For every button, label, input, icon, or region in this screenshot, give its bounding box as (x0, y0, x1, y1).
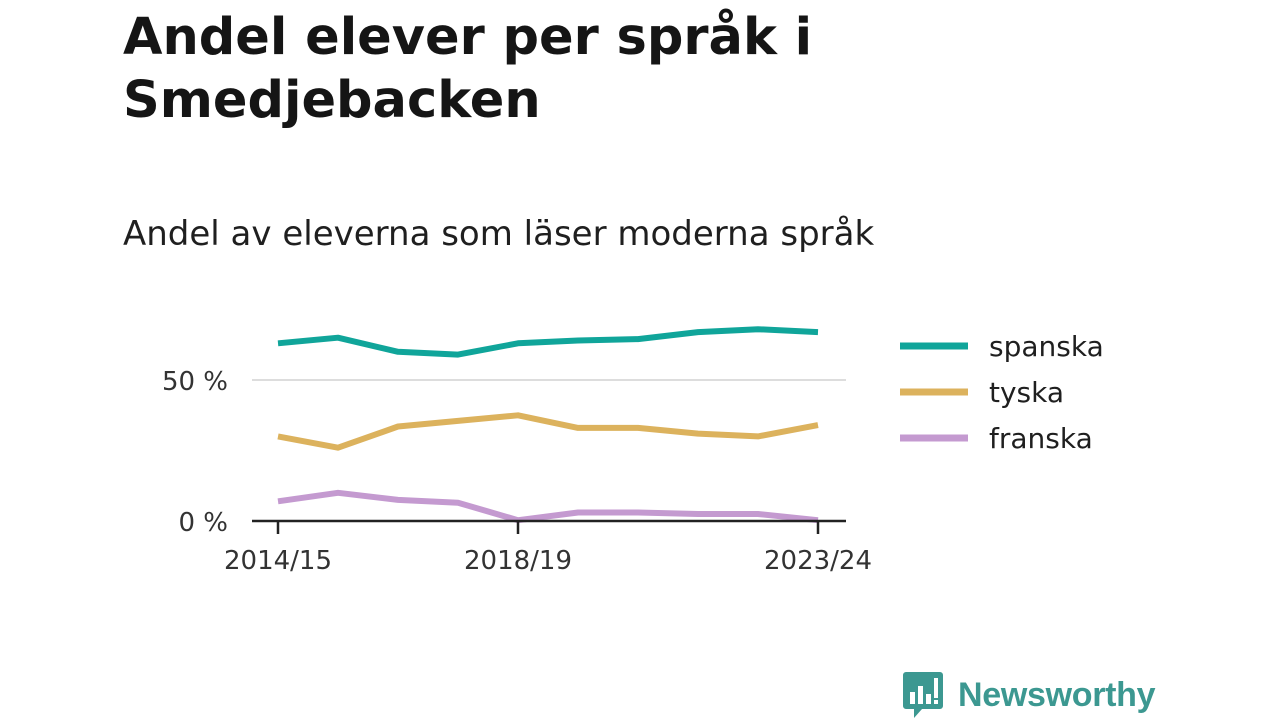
legend-label-franska: franska (989, 422, 1093, 455)
y-tick-label-50: 50 % (162, 367, 228, 397)
series-lines (277, 326, 819, 524)
brand-name: Newsworthy (958, 675, 1156, 714)
legend: spanska tyska franska (900, 330, 1104, 455)
legend-label-tyska: tyska (989, 376, 1064, 409)
series-line-franska (277, 489, 819, 524)
x-tick-label-2014-15: 2014/15 (224, 546, 332, 576)
newsworthy-logo-icon (903, 672, 943, 718)
y-tick-label-0: 0 % (178, 508, 228, 538)
x-axis: 2014/15 2018/19 2023/24 (224, 519, 872, 576)
x-tick-label-2023-24: 2023/24 (764, 546, 872, 576)
x-tick-label-2018-19: 2018/19 (464, 546, 572, 576)
chart-subtitle: Andel av eleverna som läser moderna språ… (123, 214, 875, 254)
chart-title: Andel elever per språk i Smedjebacken (123, 8, 813, 130)
legend-label-spanska: spanska (989, 330, 1104, 363)
gridlines: 0 % 50 % (162, 367, 846, 538)
series-line-spanska (277, 326, 819, 358)
series-line-tyska (277, 412, 819, 451)
newsworthy-logo: Newsworthy (902, 670, 1156, 720)
